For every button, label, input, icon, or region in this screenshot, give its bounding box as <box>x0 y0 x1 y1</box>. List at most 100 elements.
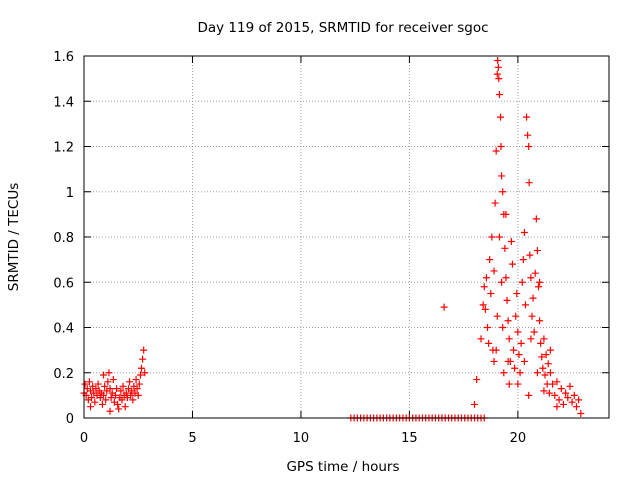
data-point <box>499 188 507 196</box>
data-point <box>115 405 123 413</box>
data-point <box>141 369 149 377</box>
data-point <box>487 290 495 298</box>
data-point <box>87 403 95 411</box>
data-point <box>140 346 148 354</box>
axis-tick-labels: 0 0.2 0.4 0.6 0.8 1 1.2 1.4 1.6 0 5 10 15 20 <box>53 50 526 446</box>
data-point <box>524 131 532 139</box>
data-point <box>499 324 507 331</box>
data-point <box>531 269 539 277</box>
data-point <box>537 339 545 347</box>
data-point <box>137 364 145 372</box>
data-point <box>577 409 585 417</box>
data-point <box>503 296 511 304</box>
x-axis-label: GPS time / hours <box>286 459 399 475</box>
data-point <box>527 274 535 282</box>
data-point <box>544 360 552 368</box>
data-point <box>132 376 140 384</box>
y-tick-label: 0.6 <box>53 276 74 291</box>
data-point <box>502 274 510 282</box>
data-point <box>530 328 538 336</box>
data-point <box>539 364 547 372</box>
data-point <box>495 75 503 83</box>
data-point <box>529 294 537 302</box>
data-point <box>94 380 102 388</box>
data-point <box>484 324 492 331</box>
data-point <box>91 398 99 406</box>
data-point <box>510 346 518 354</box>
data-point <box>494 57 502 65</box>
plot-frame <box>83 55 610 419</box>
chart-title: Day 119 of 2015, SRMTID for receiver sgo… <box>197 20 488 36</box>
data-point <box>551 391 559 399</box>
data-point <box>540 335 548 343</box>
data-point <box>106 385 114 393</box>
data-point <box>527 335 535 343</box>
data-point <box>477 335 485 343</box>
data-point <box>559 400 567 408</box>
data-point <box>572 403 580 411</box>
data-point <box>107 394 115 402</box>
data-point <box>492 147 500 155</box>
data-point <box>117 387 125 395</box>
data-point <box>507 238 515 246</box>
data-point <box>486 256 494 264</box>
data-point <box>526 251 534 259</box>
data-point <box>519 256 527 264</box>
data-point <box>106 407 114 415</box>
y-tick-label: 0 <box>66 412 74 427</box>
data-point <box>518 278 526 286</box>
data-point <box>520 228 528 236</box>
data-point <box>575 396 583 404</box>
data-point <box>479 301 487 309</box>
data-point <box>514 380 522 388</box>
grid <box>84 56 609 418</box>
data-point <box>555 396 563 404</box>
data-point <box>102 396 110 404</box>
data-point <box>139 355 147 363</box>
data-point <box>562 389 570 397</box>
x-tick-label: 10 <box>293 431 310 446</box>
data-point <box>533 247 541 255</box>
data-point <box>566 382 574 390</box>
data-point <box>557 385 565 393</box>
data-point <box>135 380 143 388</box>
data-point <box>514 328 522 336</box>
data-point <box>492 346 500 354</box>
y-tick-label: 1.4 <box>53 95 74 110</box>
data-point <box>497 143 505 150</box>
data-point <box>485 339 493 347</box>
data-point <box>528 312 536 320</box>
data-point <box>501 244 509 252</box>
data-points <box>80 57 585 422</box>
y-tick-label: 0.2 <box>53 367 74 382</box>
y-tick-label: 0.4 <box>53 322 74 337</box>
data-point <box>490 267 498 275</box>
data-point <box>133 385 141 393</box>
data-point <box>100 371 108 379</box>
data-point <box>497 113 505 121</box>
data-point <box>81 380 89 388</box>
data-point <box>553 378 561 386</box>
data-point <box>534 283 542 291</box>
data-point <box>111 391 119 399</box>
data-point <box>88 394 96 402</box>
data-point <box>500 369 508 377</box>
data-point <box>494 63 502 71</box>
data-point <box>498 278 506 286</box>
x-tick-label: 15 <box>401 431 418 446</box>
data-point <box>122 389 130 397</box>
x-tick-label: 5 <box>188 431 196 446</box>
data-point <box>473 376 481 384</box>
data-point <box>502 210 510 218</box>
data-point <box>538 353 546 361</box>
data-point <box>113 385 121 393</box>
data-point <box>542 351 550 359</box>
data-point <box>440 303 448 311</box>
data-point <box>105 369 113 377</box>
data-point <box>515 351 523 359</box>
data-point <box>114 400 122 408</box>
y-tick-label: 1.6 <box>53 50 74 65</box>
data-point <box>525 179 533 187</box>
data-point <box>488 233 496 241</box>
